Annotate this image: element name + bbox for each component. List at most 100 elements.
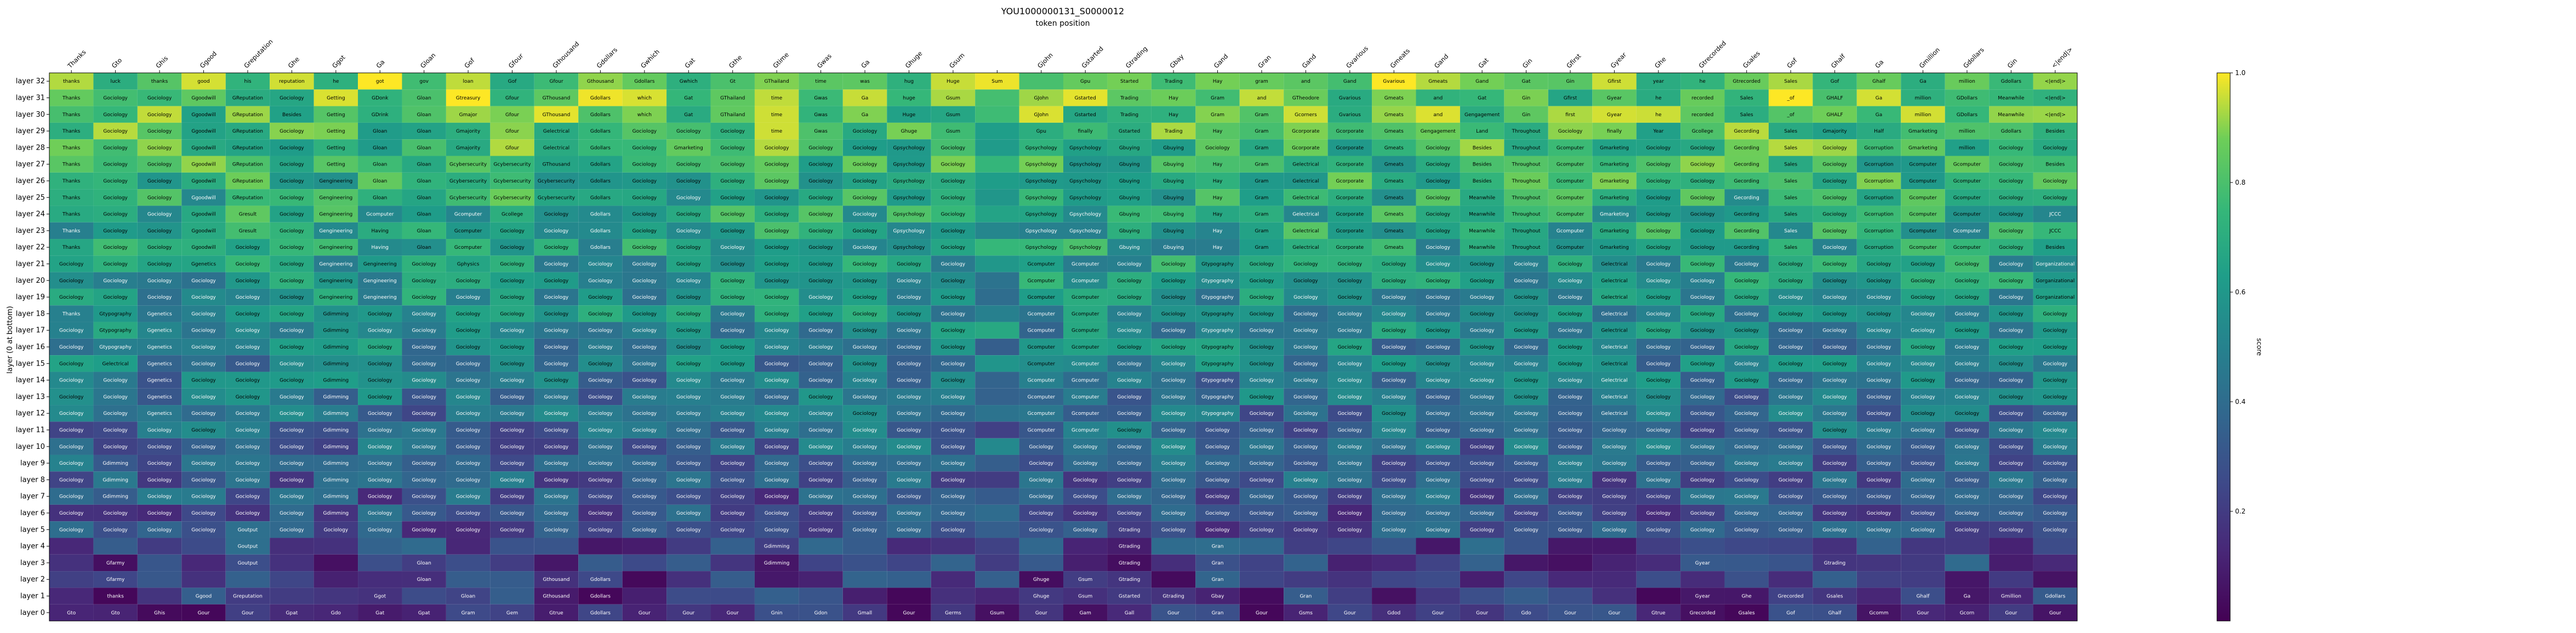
cell-label: GJohn: [1034, 95, 1049, 101]
heatmap-cell: [358, 272, 402, 289]
cell-label: Ga: [862, 95, 869, 101]
cell-label: Gociology: [456, 328, 481, 334]
heatmap-cell: [931, 73, 976, 90]
cell-label: Gociology: [941, 345, 966, 350]
cell-label: Gociology: [1293, 461, 1318, 466]
cell-label: Gpsychology: [1025, 162, 1058, 168]
cell-label: Gociology: [720, 395, 745, 400]
cell-label: Gsum: [1078, 577, 1092, 583]
cell-label: Gociology: [1646, 428, 1671, 434]
heatmap-cell: [754, 156, 799, 173]
heatmap-cell: [490, 305, 534, 322]
heatmap-cell: [975, 288, 1019, 306]
cell-label: Gociology: [1955, 395, 1980, 400]
heatmap-cell: [1680, 73, 1725, 90]
column-tick-label: Gfirst: [1565, 52, 1582, 70]
heatmap-cell: [358, 571, 402, 588]
cell-label: Gociology: [1293, 395, 1318, 400]
heatmap-cell: [1284, 554, 1328, 572]
cell-label: Gociology: [500, 527, 525, 533]
cell-label: Gociology: [1338, 311, 1363, 317]
heatmap-cell: [402, 73, 446, 90]
heatmap-cell: [225, 139, 270, 156]
heatmap-cell: [1901, 106, 1945, 123]
heatmap-cell: [1680, 239, 1725, 256]
heatmap-cell: [1151, 554, 1196, 572]
heatmap-cell: [1768, 288, 1813, 306]
cell-label: Hay: [1213, 245, 1223, 250]
heatmap-cell: [710, 305, 755, 322]
cell-label: Gociology: [765, 145, 789, 151]
heatmap-cell: [975, 272, 1019, 289]
cell-label: Gociology: [588, 461, 613, 466]
heatmap-cell: [931, 554, 976, 572]
cell-label: Gociology: [1205, 527, 1230, 533]
heatmap-cell: [1460, 588, 1504, 605]
heatmap-cell: [622, 239, 667, 256]
heatmap-cell: [270, 156, 314, 173]
cell-label: Gociology: [1205, 444, 1230, 450]
cell-label: GThousand: [543, 95, 571, 101]
heatmap-cell: [490, 189, 534, 206]
cell-label: Land: [1476, 129, 1488, 134]
cell-label: Half: [1874, 129, 1884, 134]
heatmap-cell: [1989, 139, 2033, 156]
heatmap-cell: [1548, 322, 1593, 339]
heatmap-cell: [225, 255, 270, 272]
cell-label: Gociology: [808, 461, 833, 466]
cell-label: Gbuying: [1119, 229, 1140, 234]
cell-label: Gociology: [1514, 477, 1538, 483]
column-tick-label: Gmeats: [1388, 47, 1411, 70]
cell-label: Ghuge: [1033, 577, 1050, 583]
cell-label: Gociology: [59, 411, 84, 417]
cell-label: Gociology: [1426, 311, 1450, 317]
cell-label: Gloan: [373, 195, 387, 201]
cell-label: Gstarted: [1119, 594, 1140, 600]
cell-label: Gmajority: [456, 129, 481, 134]
cell-label: Gat: [684, 112, 693, 118]
cell-label: huge: [903, 95, 915, 101]
cell-label: Gpat: [286, 611, 298, 616]
cell-label: Gociology: [808, 278, 833, 284]
cell-label: Gociology: [1293, 477, 1318, 483]
cell-label: Gpsychology: [1069, 162, 1102, 168]
heatmap-cell: [931, 106, 976, 123]
heatmap-cell: [975, 521, 1019, 538]
heatmap-cell: [842, 322, 887, 339]
cell-label: Gociology: [1293, 311, 1318, 317]
cell-label: Gpsychology: [1025, 229, 1058, 234]
cell-label: Gociology: [941, 477, 966, 483]
cell-label: Gociology: [1161, 261, 1186, 267]
heatmap-cell: [1416, 305, 1460, 322]
heatmap-cell: [1856, 239, 1901, 256]
cell-label: Gociology: [1117, 395, 1142, 400]
cell-label: <|end|>: [2045, 79, 2066, 84]
cell-label: Gecording: [1734, 162, 1759, 168]
heatmap-cell: [842, 305, 887, 322]
cell-label: Gociology: [1822, 245, 1847, 250]
cell-label: Gociology: [1779, 345, 1803, 350]
cell-label: Gociology: [1514, 295, 1538, 300]
cell-label: Getting: [327, 162, 345, 168]
heatmap-cell: [1636, 139, 1681, 156]
cell-label: Gociology: [59, 428, 84, 434]
heatmap-cell: [1901, 139, 1945, 156]
heatmap-cell: [754, 73, 799, 90]
cell-label: Gociology: [1602, 461, 1627, 466]
heatmap-cell: [1239, 305, 1284, 322]
heatmap-cell: [1416, 239, 1460, 256]
heatmap-cell: [1107, 139, 1152, 156]
cell-label: Gociology: [280, 411, 304, 417]
cell-label: Gociology: [1690, 428, 1715, 434]
cell-label: Gociology: [1822, 477, 1847, 483]
heatmap-cell: [1284, 305, 1328, 322]
cell-label: Gociology: [1734, 278, 1759, 284]
column-tick-label: Thanks: [66, 48, 88, 70]
cell-label: loan: [463, 79, 474, 84]
cell-label: Gociology: [1999, 428, 2024, 434]
cell-label: Gbuying: [1119, 179, 1140, 184]
cell-label: Gmall: [858, 611, 872, 616]
cell-label: Gociology: [1426, 378, 1450, 384]
heatmap-cell: [49, 122, 94, 140]
cell-label: Gcorporate: [1336, 212, 1364, 218]
